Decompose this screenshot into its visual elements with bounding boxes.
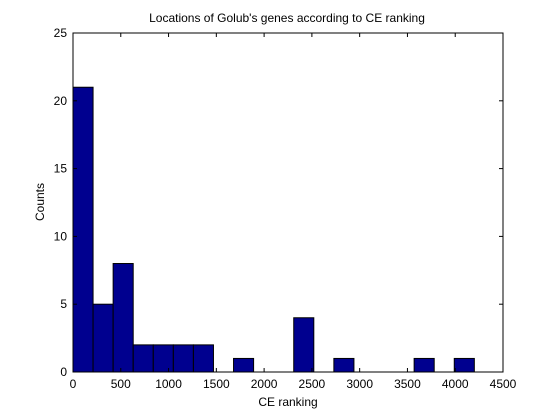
x-tick-label: 1000 bbox=[155, 377, 182, 391]
y-tick-label: 15 bbox=[54, 162, 68, 176]
bars-group bbox=[72, 86, 475, 373]
histogram-bar bbox=[152, 344, 174, 373]
histogram-bar bbox=[92, 303, 114, 373]
x-tick-label: 0 bbox=[70, 377, 77, 391]
histogram-bar bbox=[413, 357, 435, 373]
plot-frame bbox=[72, 32, 504, 373]
x-axis-label: CE ranking bbox=[258, 395, 317, 409]
ticks-group: 0 500 1000 1500 2000 2500 3000 3500 4000 4500 0 5 10… bbox=[54, 26, 517, 391]
x-tick-label: 2500 bbox=[299, 377, 326, 391]
x-tick-label: 4000 bbox=[442, 377, 469, 391]
y-tick-label: 0 bbox=[60, 365, 67, 379]
y-axis-label: Counts bbox=[33, 183, 47, 221]
x-tick-label: 3000 bbox=[346, 377, 373, 391]
histogram-bar bbox=[112, 263, 134, 373]
x-tick-label: 1500 bbox=[203, 377, 230, 391]
y-tick-label: 5 bbox=[60, 297, 67, 311]
histogram-bar bbox=[192, 344, 214, 373]
y-tick-label: 20 bbox=[54, 94, 68, 108]
histogram-bar bbox=[172, 344, 194, 373]
histogram-bar bbox=[293, 317, 315, 373]
y-tick-label: 10 bbox=[54, 229, 68, 243]
x-tick-label: 2000 bbox=[251, 377, 278, 391]
histogram-bar bbox=[72, 86, 94, 373]
x-tick-label: 3500 bbox=[394, 377, 421, 391]
x-tick-label: 4500 bbox=[490, 377, 517, 391]
histogram-bar bbox=[333, 357, 355, 373]
y-tick-label: 25 bbox=[54, 26, 68, 40]
histogram-bar bbox=[453, 357, 475, 373]
histogram-bar bbox=[233, 357, 255, 373]
histogram-bar bbox=[132, 344, 154, 373]
chart-title: Locations of Golub's genes according to … bbox=[149, 11, 425, 25]
x-tick-label: 500 bbox=[111, 377, 131, 391]
